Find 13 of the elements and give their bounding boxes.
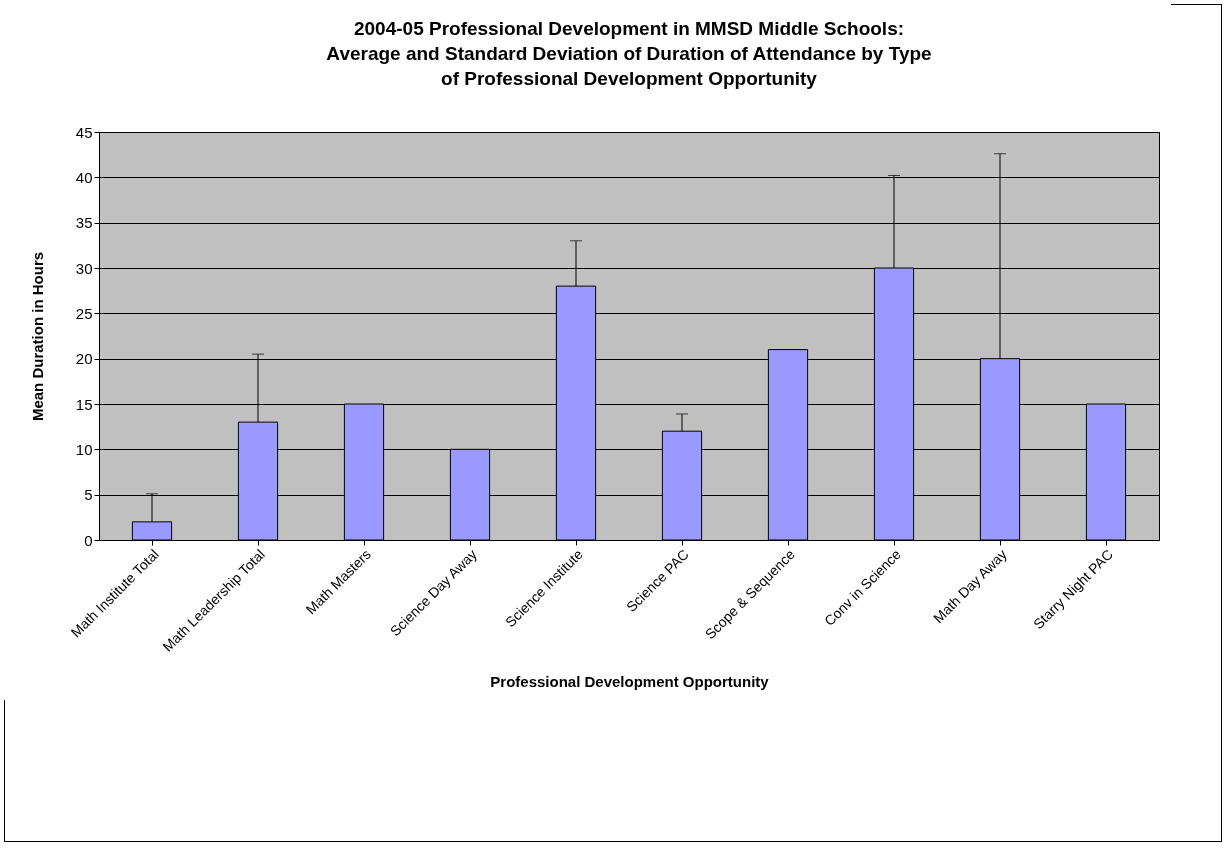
x-axis-title: Professional Development Opportunity bbox=[490, 672, 770, 690]
y-tick-label: 0 bbox=[84, 531, 93, 549]
y-tick-label: 30 bbox=[75, 259, 93, 277]
chart-title: 2004-05 Professional Development in MMSD Middle Schools: Average and Standard Deviation of Duration of Attendance by Type of Professional Development Opportunity bbox=[326, 18, 932, 89]
y-tick-label: 45 bbox=[75, 123, 93, 141]
y-tick-label: 15 bbox=[75, 395, 93, 413]
y-tick-label: 35 bbox=[75, 214, 93, 232]
y-tick-label: 40 bbox=[75, 168, 93, 186]
y-tick-label: 20 bbox=[75, 350, 93, 368]
y-axis-title: Mean Duration in Hours bbox=[28, 251, 46, 422]
y-tick-label: 10 bbox=[75, 440, 93, 458]
y-tick-label: 25 bbox=[75, 304, 93, 322]
y-tick-label: 5 bbox=[84, 486, 93, 504]
